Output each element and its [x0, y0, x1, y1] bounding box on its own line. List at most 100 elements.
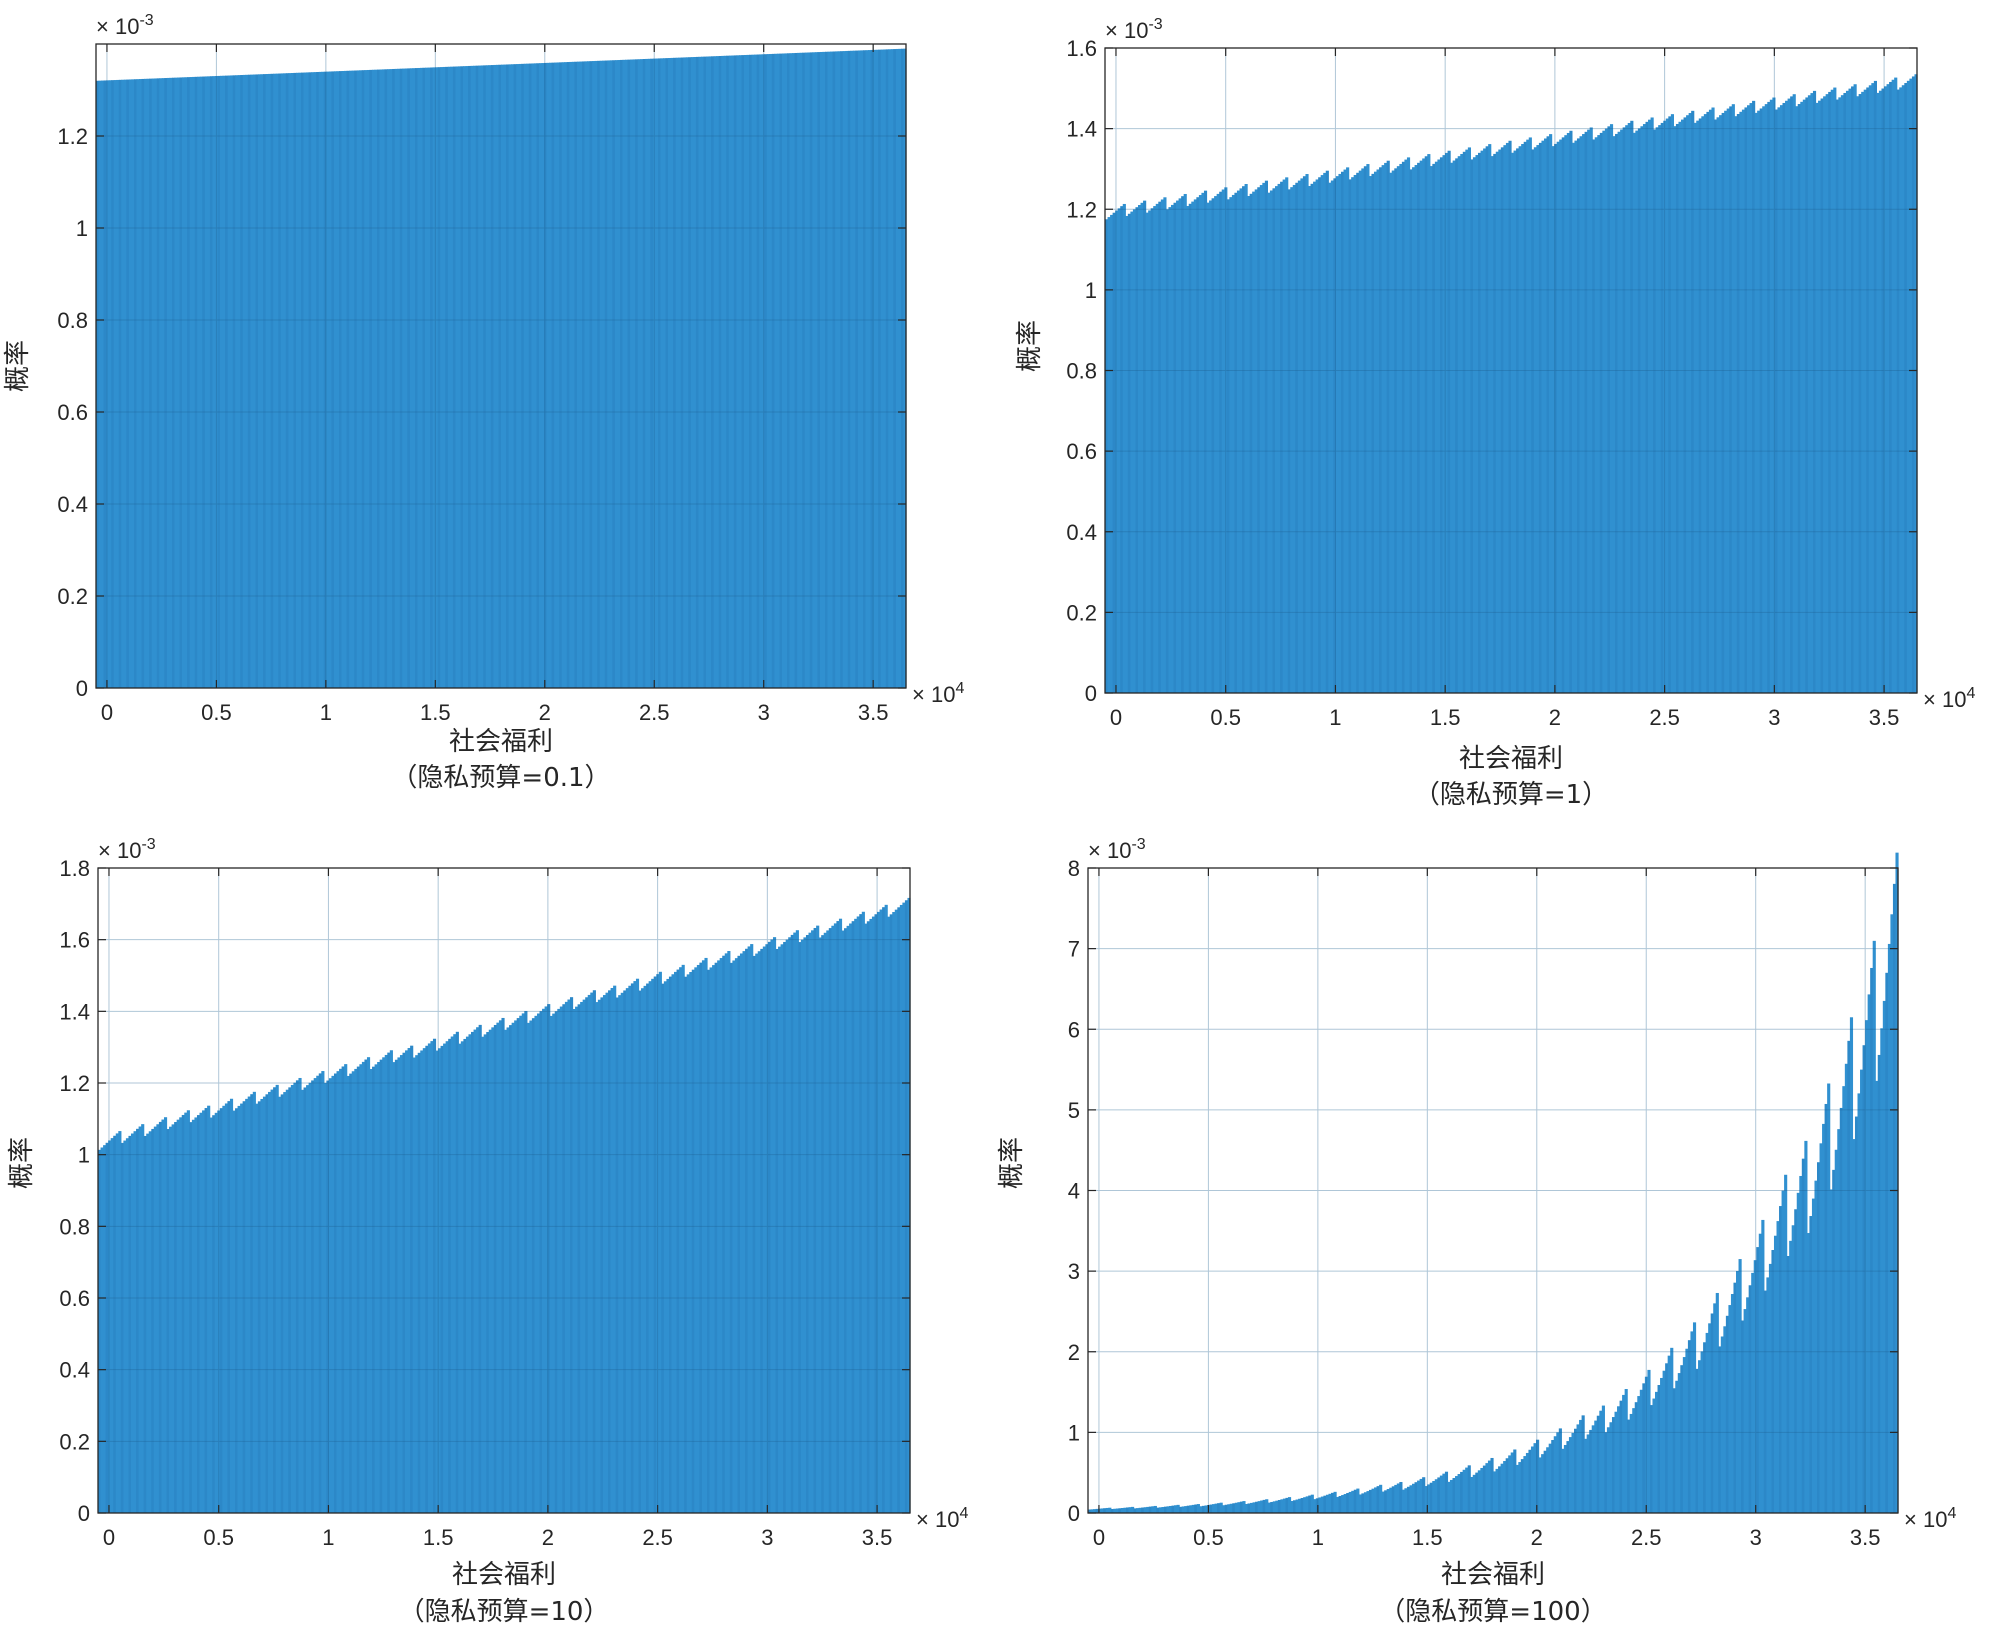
bar	[460, 1041, 464, 1513]
bar	[1120, 1508, 1125, 1513]
bar	[1711, 107, 1715, 693]
bar	[491, 1027, 495, 1513]
bar	[584, 61, 588, 688]
bar	[900, 48, 905, 688]
bar	[1904, 83, 1908, 693]
bar	[1295, 1499, 1299, 1513]
bar	[275, 73, 279, 689]
bar	[435, 1050, 439, 1513]
bar	[351, 1071, 355, 1513]
bar	[1404, 159, 1408, 693]
bar	[783, 941, 787, 1513]
bar	[640, 59, 644, 689]
bar	[849, 923, 853, 1513]
x-axis-subtitle: （隐私预算=1）	[1414, 780, 1608, 810]
bar	[394, 68, 398, 688]
x-tick-label: 0	[1093, 1525, 1105, 1550]
bar	[1449, 1479, 1454, 1513]
bar	[1801, 1158, 1805, 1513]
bar	[1098, 1508, 1102, 1513]
bar	[719, 958, 723, 1513]
bar	[219, 1108, 223, 1513]
y-tick-label: 0.8	[1066, 359, 1097, 384]
bar	[618, 995, 622, 1513]
bar	[1561, 137, 1565, 694]
bar	[600, 997, 604, 1513]
bar	[475, 65, 479, 688]
x-exponent-label: × 104	[1904, 1505, 1956, 1532]
bar	[202, 1110, 206, 1513]
bar	[1252, 1502, 1256, 1513]
bar	[490, 65, 495, 689]
bar	[1338, 1496, 1342, 1513]
bar	[379, 69, 383, 689]
chart-panel-1: 0 0.2 0.4 0.6 0.8 1 1.2 0 0.5 1 1.5 2 2.5 3 3.5 × 10-3 ×…	[3, 12, 964, 793]
bar	[435, 67, 439, 688]
bar	[496, 1022, 500, 1513]
y-tick-label: 1.2	[1066, 197, 1097, 222]
bar	[1439, 1475, 1443, 1513]
bar	[493, 64, 497, 688]
bar	[100, 1147, 104, 1513]
bar	[592, 990, 596, 1513]
bar	[1644, 1376, 1649, 1513]
bar	[1807, 95, 1812, 693]
bar	[877, 911, 881, 1513]
bar	[321, 71, 325, 689]
bar	[1447, 1481, 1451, 1513]
bar	[734, 958, 739, 1513]
bar	[1833, 87, 1837, 694]
bar	[471, 1031, 475, 1513]
bar	[1247, 196, 1251, 693]
x-exponent-label: × 104	[1923, 685, 1975, 712]
x-tick-label: 3.5	[862, 1525, 893, 1550]
bar	[331, 71, 335, 688]
bar	[171, 1124, 175, 1513]
bar	[278, 73, 282, 688]
bar	[1634, 1402, 1638, 1513]
bar	[1287, 189, 1291, 693]
bar	[1422, 158, 1426, 693]
bar	[298, 1077, 302, 1513]
bar	[448, 1038, 452, 1513]
bar	[181, 1114, 185, 1513]
bar	[1125, 1507, 1130, 1513]
bar	[457, 66, 462, 689]
bar	[1589, 1429, 1593, 1513]
bar	[1725, 1315, 1730, 1513]
bar	[775, 948, 779, 1513]
bar	[1640, 126, 1644, 694]
bar	[1624, 1389, 1628, 1513]
bar	[844, 928, 848, 1513]
bar	[483, 1034, 487, 1513]
bar	[1685, 1348, 1689, 1513]
bar	[369, 69, 373, 688]
bar	[590, 992, 594, 1513]
bar	[1734, 116, 1738, 694]
bar	[268, 1091, 272, 1513]
bar	[1480, 1467, 1484, 1513]
bar	[290, 1085, 294, 1513]
bar	[1895, 852, 1899, 1513]
bar	[1145, 212, 1149, 693]
bar	[1563, 1444, 1568, 1513]
bar	[1103, 1508, 1107, 1513]
bar	[736, 55, 740, 689]
bar	[1719, 115, 1723, 693]
bar	[1546, 136, 1550, 694]
bar	[1247, 1503, 1251, 1513]
bar	[1330, 180, 1334, 693]
bar	[1376, 169, 1380, 694]
bar	[1209, 1504, 1213, 1513]
bar	[523, 63, 527, 689]
bar	[1691, 110, 1695, 693]
bar	[306, 72, 310, 688]
bar	[1718, 1346, 1722, 1513]
bar	[153, 1126, 157, 1513]
bar	[1472, 1474, 1476, 1513]
bar	[1462, 151, 1466, 694]
bar	[1670, 1347, 1674, 1513]
bar	[1566, 1441, 1570, 1513]
bar	[1569, 130, 1573, 694]
bar	[704, 957, 708, 1513]
